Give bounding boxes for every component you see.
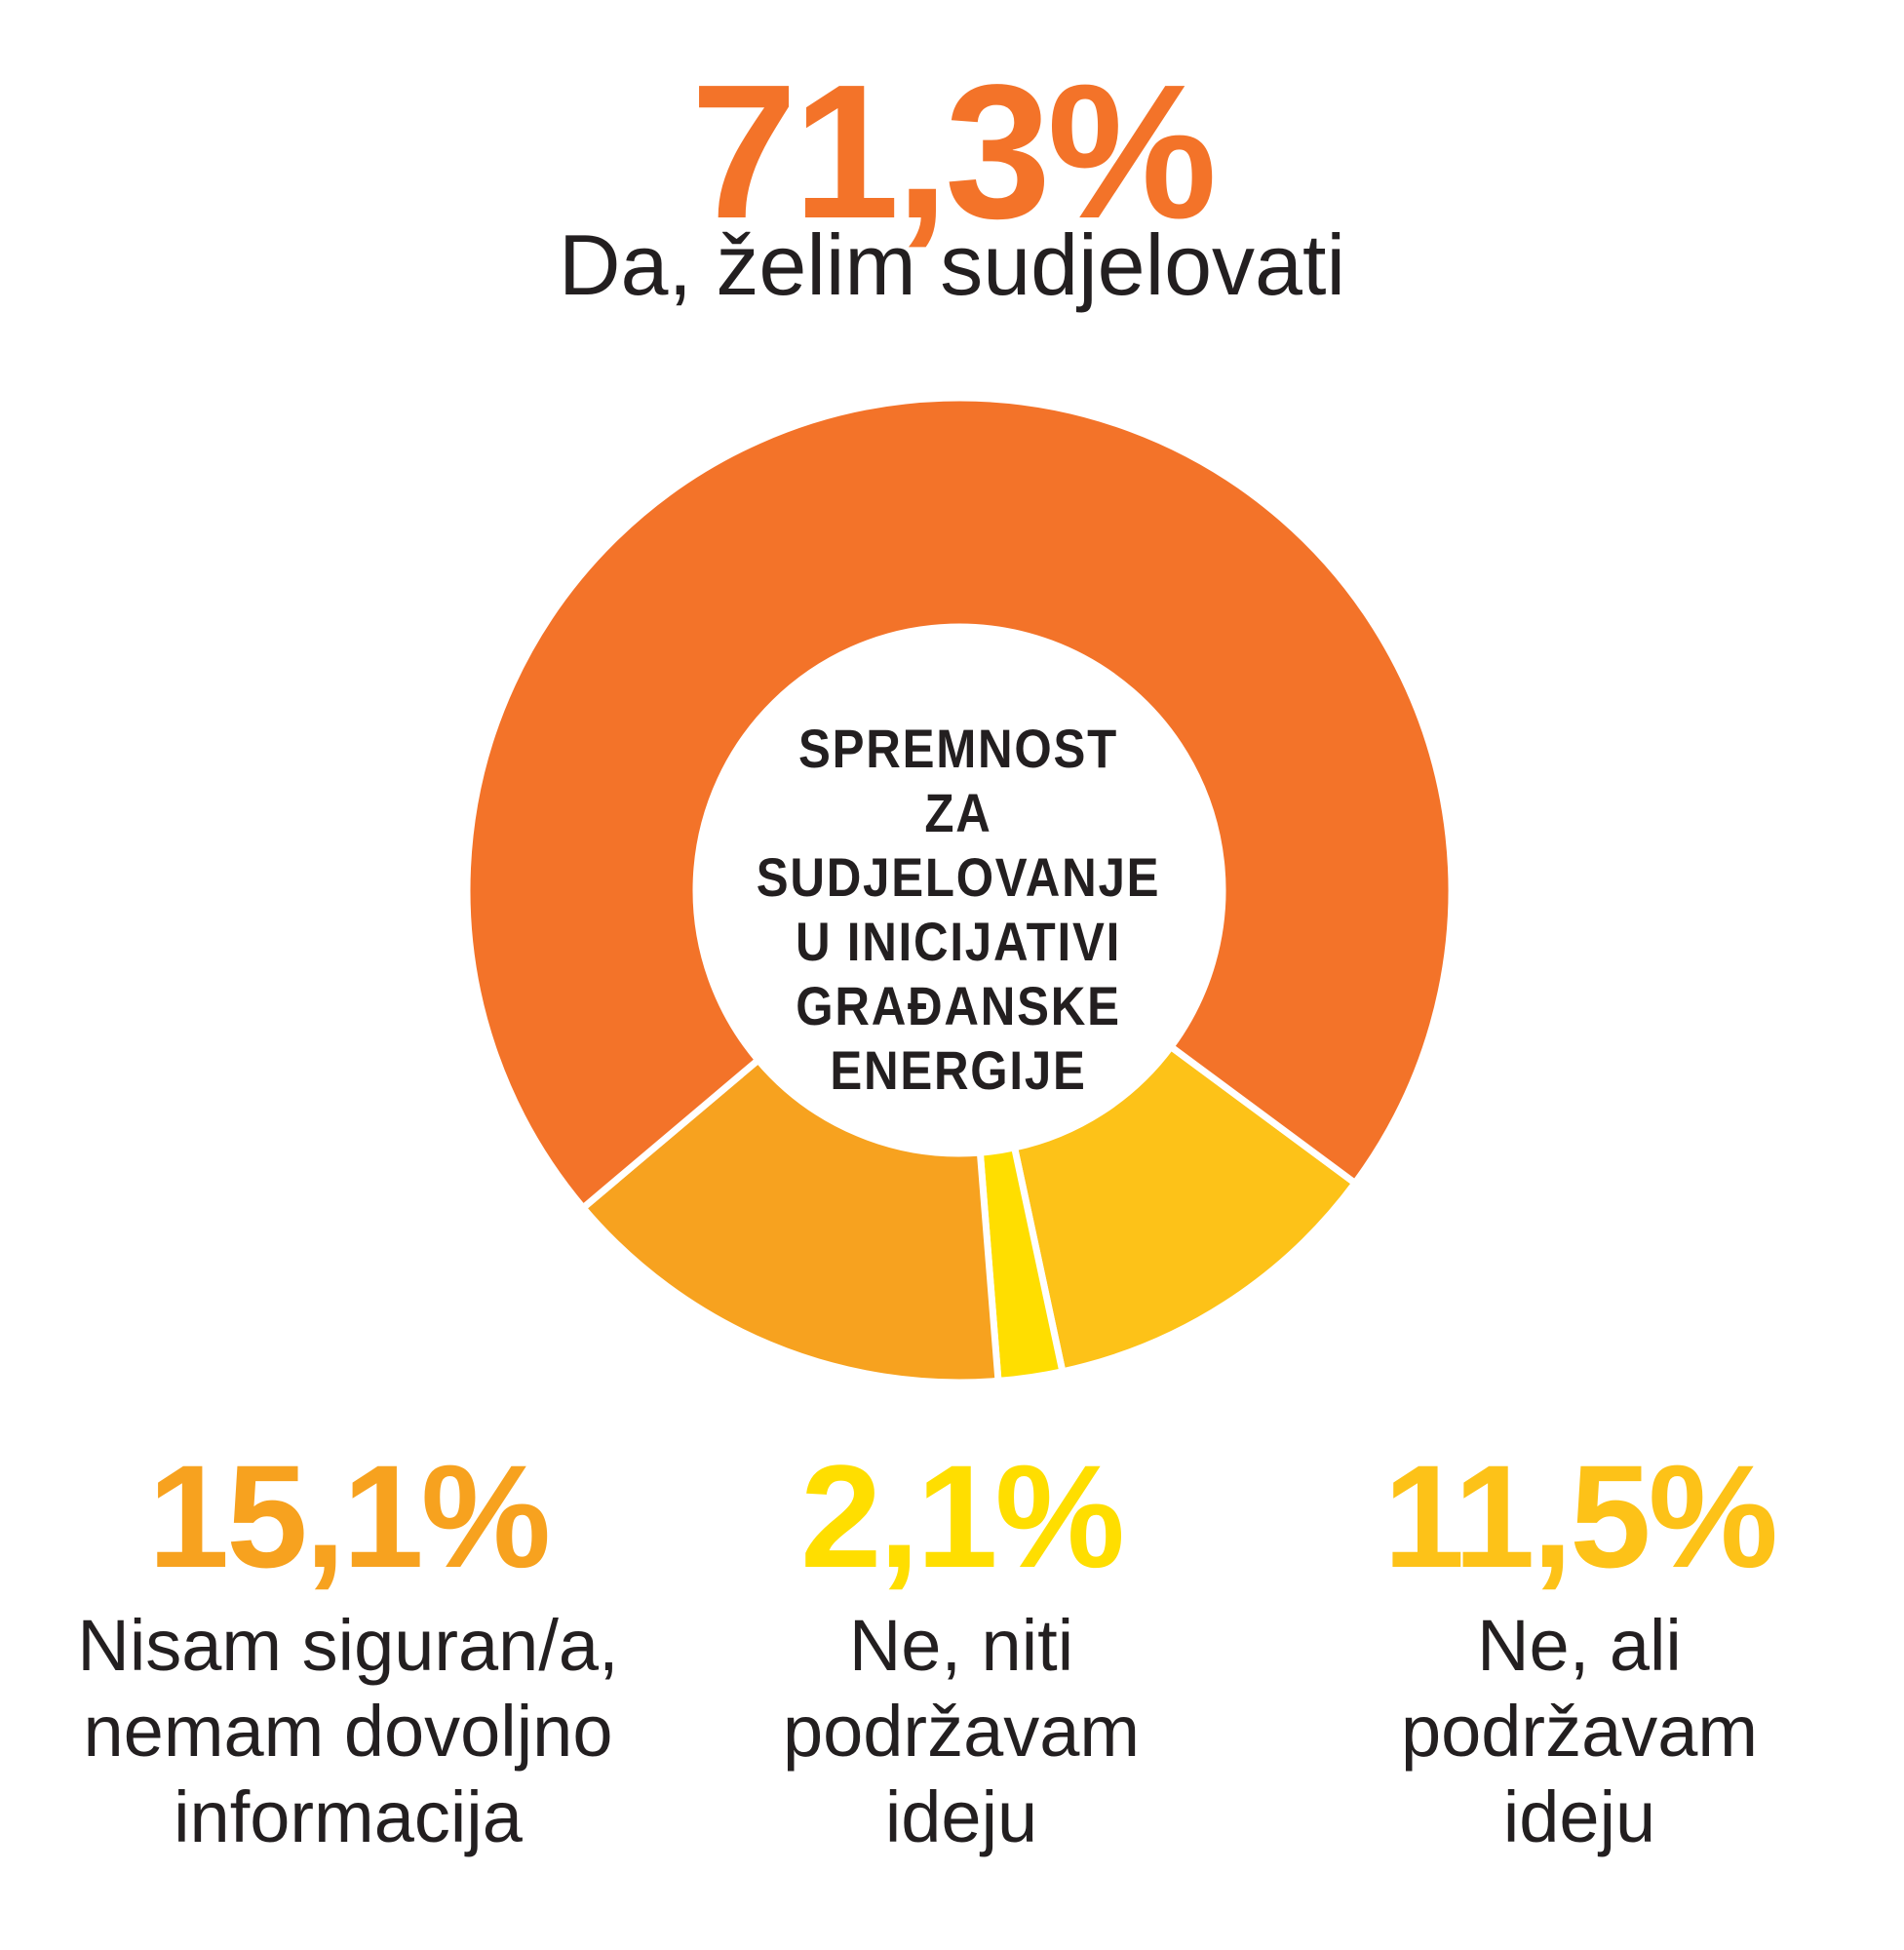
category-label-line: podržavam	[782, 1691, 1141, 1772]
category-label-line: Ne, niti	[848, 1605, 1074, 1686]
chart-title-line: SPREMNOST	[798, 718, 1118, 779]
category-label-line: informacija	[174, 1776, 523, 1857]
donut-slice-15,1%	[578, 1055, 1002, 1386]
chart-title-line: U INICIJATIVI	[795, 911, 1122, 972]
legend-ne-ali: 11,5% Ne, ali podržavam ideju	[1267, 1443, 1891, 1860]
legend-ne-niti: 2,1% Ne, niti podržavam ideju	[649, 1443, 1273, 1860]
donut-slice-11,5%	[1010, 1041, 1360, 1376]
value-label-ne-niti: 2,1%	[800, 1434, 1125, 1598]
chart-title-line: SUDJELOVANJE	[756, 846, 1161, 908]
category-label-line: Nisam siguran/a,	[77, 1605, 619, 1686]
chart-title-line: GRAĐANSKE	[796, 975, 1121, 1036]
donut-slice-71,3%	[463, 394, 1456, 1213]
category-label-line: ideju	[1502, 1776, 1656, 1857]
legend-nisam-siguran: 15,1% Nisam siguran/a, nemam dovoljno in…	[36, 1443, 660, 1860]
value-label-ne-ali: 11,5%	[1382, 1434, 1778, 1598]
category-label-da: Da, želim sudjelovati	[559, 216, 1345, 313]
category-label-line: nemam dovoljno	[83, 1691, 613, 1772]
category-label-line: podržavam	[1400, 1691, 1759, 1772]
chart-title-line: ENERGIJE	[830, 1039, 1087, 1101]
value-label-da: 71,3%	[690, 45, 1218, 258]
category-label-line: ideju	[884, 1776, 1038, 1857]
chart-title: SPREMNOST ZA SUDJELOVANJE U INICIJATIVI …	[715, 717, 1202, 1103]
value-label-nisam-siguran: 15,1%	[147, 1434, 551, 1598]
category-label-line: Ne, ali	[1477, 1605, 1682, 1686]
chart-title-line: ZA	[924, 782, 992, 843]
